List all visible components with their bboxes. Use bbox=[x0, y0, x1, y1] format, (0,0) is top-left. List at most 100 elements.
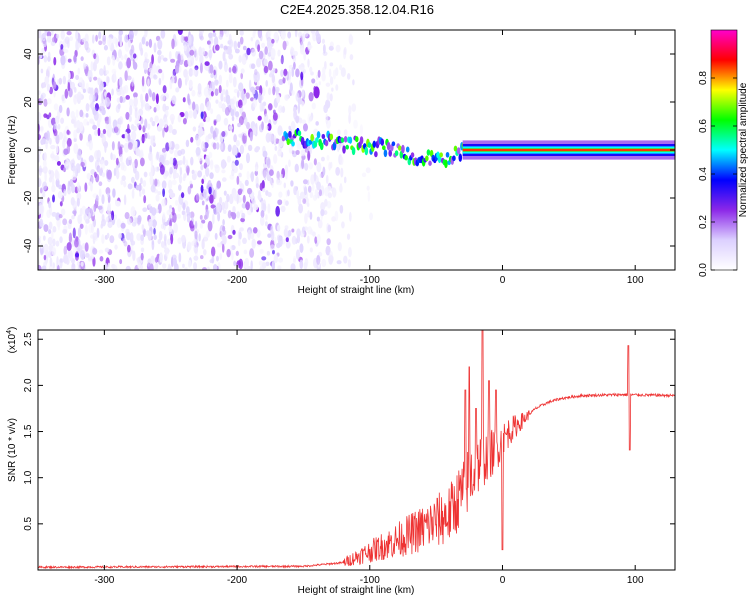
noise-speckle bbox=[48, 169, 52, 175]
noise-speckle bbox=[129, 105, 133, 116]
noise-speckle bbox=[149, 263, 154, 270]
noise-speckle bbox=[187, 93, 190, 104]
noise-speckle bbox=[137, 184, 143, 191]
noise-speckle bbox=[124, 131, 128, 139]
noise-speckle bbox=[300, 47, 305, 55]
noise-speckle bbox=[141, 36, 146, 45]
carrier-speckle bbox=[315, 137, 319, 143]
noise-speckle bbox=[339, 204, 344, 214]
noise-speckle bbox=[77, 67, 81, 75]
noise-speckle bbox=[153, 227, 156, 235]
noise-speckle bbox=[261, 262, 267, 269]
noise-speckle bbox=[184, 267, 188, 270]
noise-speckle bbox=[132, 125, 137, 132]
noise-speckle bbox=[323, 104, 328, 113]
noise-speckle bbox=[189, 49, 195, 56]
noise-speckle bbox=[171, 38, 175, 50]
noise-speckle bbox=[105, 187, 111, 195]
noise-speckle bbox=[91, 34, 95, 44]
noise-speckle bbox=[250, 63, 256, 70]
noise-speckle bbox=[310, 30, 316, 34]
noise-speckle bbox=[58, 104, 63, 114]
noise-speckle bbox=[122, 238, 126, 244]
noise-speckle bbox=[311, 183, 315, 192]
noise-speckle bbox=[53, 56, 57, 66]
noise-speckle bbox=[93, 53, 97, 60]
noise-speckle bbox=[329, 93, 333, 102]
noise-speckle bbox=[190, 136, 194, 143]
noise-speckle bbox=[168, 124, 173, 134]
noise-speckle bbox=[77, 214, 83, 225]
noise-speckle bbox=[154, 115, 159, 123]
noise-speckle bbox=[220, 159, 227, 169]
noise-speckle bbox=[60, 117, 65, 124]
noise-speckle bbox=[240, 72, 244, 80]
noise-speckle bbox=[236, 175, 240, 186]
noise-speckle bbox=[237, 99, 243, 109]
noise-speckle bbox=[40, 68, 44, 74]
noise-speckle bbox=[361, 172, 367, 178]
noise-speckle bbox=[283, 68, 288, 77]
noise-speckle bbox=[256, 80, 260, 87]
noise-speckle bbox=[266, 158, 271, 169]
noise-speckle bbox=[228, 72, 233, 84]
noise-speckle bbox=[170, 233, 174, 245]
noise-speckle bbox=[211, 255, 215, 264]
noise-speckle bbox=[227, 144, 232, 152]
noise-speckle bbox=[243, 262, 249, 269]
noise-speckle bbox=[254, 147, 259, 153]
noise-speckle bbox=[210, 125, 214, 134]
noise-speckle bbox=[273, 254, 279, 263]
noise-speckle bbox=[127, 155, 132, 161]
noise-speckle bbox=[163, 57, 168, 62]
noise-speckle bbox=[105, 123, 108, 129]
noise-speckle bbox=[55, 240, 60, 247]
noise-speckle bbox=[287, 31, 292, 39]
noise-speckle bbox=[59, 236, 63, 244]
noise-speckle bbox=[283, 182, 287, 189]
noise-speckle bbox=[161, 180, 167, 189]
noise-speckle bbox=[47, 56, 51, 62]
noise-speckle bbox=[43, 152, 47, 161]
noise-speckle bbox=[343, 255, 348, 264]
noise-speckle bbox=[295, 249, 301, 260]
noise-speckle bbox=[326, 154, 330, 161]
noise-speckle bbox=[75, 74, 80, 80]
noise-speckle bbox=[235, 250, 239, 256]
carrier-speckle bbox=[345, 144, 350, 150]
noise-speckle bbox=[208, 151, 213, 159]
noise-speckle bbox=[141, 224, 145, 231]
noise-speckle bbox=[149, 206, 153, 214]
noise-speckle bbox=[84, 40, 89, 51]
noise-speckle bbox=[276, 170, 280, 180]
noise-speckle bbox=[38, 30, 42, 39]
noise-speckle bbox=[53, 103, 59, 111]
noise-speckle bbox=[138, 124, 142, 131]
noise-speckle bbox=[38, 178, 42, 187]
noise-speckle bbox=[106, 232, 110, 239]
noise-speckle bbox=[320, 209, 325, 217]
noise-speckle bbox=[252, 89, 256, 95]
noise-speckle bbox=[219, 196, 223, 205]
noise-speckle bbox=[211, 246, 216, 257]
noise-speckle bbox=[300, 149, 306, 157]
noise-speckle bbox=[96, 227, 100, 239]
noise-speckle bbox=[222, 51, 226, 62]
noise-speckle bbox=[232, 205, 236, 214]
noise-speckle bbox=[111, 210, 115, 221]
figure-title: C2E4.2025.358.12.04.R16 bbox=[280, 2, 434, 17]
noise-speckle bbox=[322, 66, 326, 75]
noise-speckle bbox=[157, 49, 162, 56]
noise-speckle bbox=[104, 70, 110, 75]
noise-speckle bbox=[307, 58, 310, 68]
noise-speckle bbox=[250, 206, 254, 213]
noise-speckle bbox=[167, 263, 171, 270]
noise-speckle bbox=[66, 129, 70, 135]
noise-speckle bbox=[337, 241, 342, 252]
noise-speckle bbox=[49, 86, 54, 95]
noise-speckle bbox=[171, 95, 177, 105]
noise-speckle bbox=[44, 75, 50, 85]
noise-speckle bbox=[51, 246, 57, 256]
noise-speckle bbox=[222, 235, 227, 245]
noise-speckle bbox=[134, 170, 140, 181]
